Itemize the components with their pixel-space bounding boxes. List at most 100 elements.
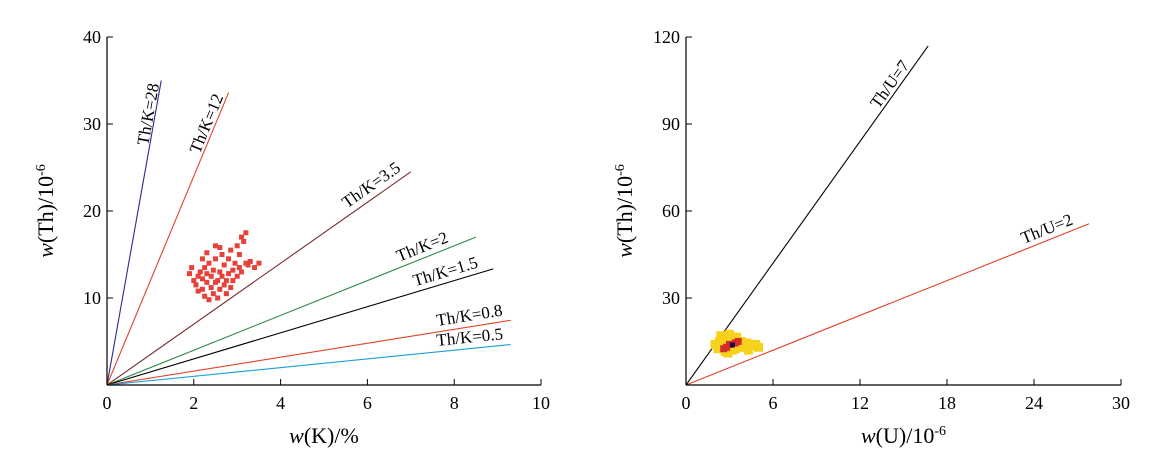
- data-point: [191, 278, 197, 284]
- data-point: [199, 286, 205, 292]
- y-tick-label: 120: [653, 27, 680, 47]
- data-point: [213, 256, 218, 262]
- data-point: [234, 273, 240, 279]
- data-point: [202, 293, 208, 299]
- data-point: [230, 278, 236, 284]
- data-point: [199, 256, 205, 262]
- x-axis-title: w(K)/%: [289, 423, 359, 448]
- data-point: [199, 276, 205, 282]
- data-point: [241, 238, 247, 244]
- ratio-line: [685, 223, 1090, 386]
- ratio-line-label: Th/U=7: [866, 56, 913, 111]
- data-point: [234, 243, 240, 249]
- x-tick-label: 4: [276, 393, 285, 413]
- data-point: [730, 344, 740, 354]
- data-point: [213, 243, 218, 249]
- data-point: [223, 291, 229, 297]
- ratio-line: [106, 236, 477, 386]
- ratio-line: [106, 92, 230, 386]
- data-point: [219, 252, 225, 257]
- x-tick-label: 6: [769, 393, 778, 413]
- y-tick-label: 20: [83, 201, 101, 221]
- data-point: [189, 265, 195, 271]
- data-point: [716, 331, 726, 341]
- data-point: [228, 247, 234, 253]
- y-axis-title: w(Th)/10-6: [33, 164, 58, 258]
- ratio-line-label: Th/K=12: [186, 91, 228, 156]
- data-point: [219, 273, 225, 279]
- ratio-labels: Th/U=7 Th/U=2: [866, 56, 1075, 247]
- data-point: [230, 267, 236, 273]
- ratio-line-label: Th/U=2: [1018, 210, 1075, 248]
- data-point: [247, 258, 253, 264]
- axes: [685, 37, 1121, 386]
- y-tick-label: 60: [662, 201, 680, 221]
- data-point: [217, 269, 223, 275]
- data-point: [725, 329, 734, 339]
- x-tick-label: 18: [938, 393, 956, 413]
- y-tick-label: 40: [83, 27, 101, 47]
- data-point: [239, 269, 245, 275]
- data-point: [186, 271, 192, 277]
- y-axis-title: w(Th)/10-6: [612, 164, 637, 258]
- data-points: [710, 329, 763, 358]
- ticks: 0 6 12 18 24 30 30 60 90 120: [653, 27, 1130, 413]
- data-point: [204, 271, 210, 277]
- data-point: [226, 271, 232, 277]
- data-point: [210, 291, 216, 297]
- y-tick-label: 30: [662, 288, 680, 308]
- x-tick-label: 10: [532, 393, 550, 413]
- x-tick-label: 12: [851, 393, 869, 413]
- ratio-lines: [685, 45, 1090, 386]
- data-point: [202, 265, 208, 271]
- ratio-line: [106, 80, 162, 386]
- data-point: [252, 265, 258, 271]
- data-point: [754, 342, 763, 352]
- dense-point: [734, 338, 742, 345]
- ratio-line-label: Th/K=2: [394, 228, 451, 266]
- x-tick-label: 6: [363, 393, 372, 413]
- data-point: [204, 250, 210, 256]
- data-point: [232, 260, 238, 266]
- right-chart-panel: 0 6 12 18 24 30 30 60 90 120 Th/U=7 Th/U=2 w(U)/10…: [612, 27, 1130, 448]
- data-point: [195, 288, 201, 294]
- data-point: [206, 260, 212, 266]
- ratio-line-label: Th/K=1.5: [411, 253, 480, 290]
- data-point: [723, 348, 733, 358]
- data-point: [208, 285, 214, 291]
- data-point: [195, 273, 201, 279]
- x-tick-label: 0: [103, 393, 112, 413]
- data-point: [215, 278, 221, 284]
- data-point: [206, 297, 212, 303]
- data-point: [243, 230, 249, 236]
- data-point: [256, 260, 262, 266]
- ratio-labels: Th/K=28 Th/K=12Th/K=3.5Th/K=2Th/K=1.5Th/K…: [133, 82, 503, 350]
- data-point: [204, 279, 210, 285]
- x-tick-label: 24: [1025, 393, 1043, 413]
- data-point: [193, 282, 199, 288]
- data-point: [239, 234, 245, 240]
- data-point: [236, 265, 242, 271]
- left-chart-panel: 0 2 4 6 8 10 10 20 30 40 Th/K=28 Th/K=12 Th/K=3.5 Th…: [33, 27, 550, 448]
- ratio-line: [685, 45, 929, 386]
- y-tick-label: 30: [83, 114, 101, 134]
- x-axis-title: w(U)/10-6: [861, 423, 946, 448]
- ratio-line: [106, 343, 511, 386]
- y-tick-label: 90: [662, 114, 680, 134]
- data-point: [223, 278, 229, 284]
- data-point: [217, 286, 223, 292]
- x-tick-label: 2: [189, 393, 198, 413]
- data-point: [221, 282, 227, 288]
- data-point: [245, 262, 251, 268]
- ratio-line: [106, 171, 412, 386]
- data-point: [217, 245, 223, 251]
- data-point: [215, 295, 221, 301]
- core-point: [729, 342, 735, 348]
- data-point: [228, 285, 234, 291]
- ticks: 0 2 4 6 8 10 10 20 30 40: [83, 27, 550, 413]
- ratio-line: [106, 319, 511, 386]
- ratio-lines: [106, 80, 511, 386]
- data-point: [743, 345, 753, 355]
- x-tick-label: 30: [1112, 393, 1130, 413]
